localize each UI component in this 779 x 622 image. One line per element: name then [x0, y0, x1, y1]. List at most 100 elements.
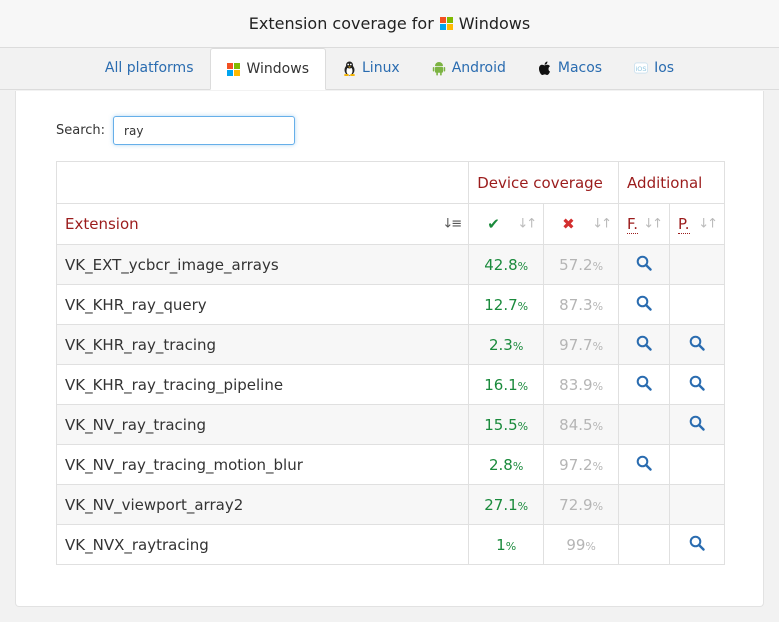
percent-sign: %: [585, 539, 596, 553]
supported-value: 2.3: [489, 335, 513, 354]
svg-text:iOS: iOS: [636, 65, 647, 73]
tab-macos[interactable]: Macos: [522, 47, 618, 89]
features-cell: [618, 484, 671, 525]
extension-name[interactable]: VK_NV_viewport_array2: [55, 484, 470, 525]
percent-sign: %: [592, 259, 604, 273]
extension-name[interactable]: VK_NV_ray_tracing: [55, 404, 470, 445]
extension-name[interactable]: VK_KHR_ray_tracing: [55, 324, 470, 365]
column-supported[interactable]: ✔ ↓↑: [468, 203, 545, 245]
tab-label: Ios: [654, 60, 675, 76]
column-properties-label: P.: [678, 215, 690, 234]
sort-icon: ↓↑: [592, 216, 612, 232]
column-features[interactable]: F. ↓↑: [618, 203, 671, 245]
properties-cell: [669, 404, 725, 445]
search-icon[interactable]: [689, 535, 705, 555]
extension-name[interactable]: VK_NV_ray_tracing_motion_blur: [55, 444, 470, 485]
linux-icon: [342, 61, 356, 76]
sort-icon: ↓↑: [643, 216, 663, 232]
extension-name[interactable]: VK_KHR_ray_tracing_pipeline: [55, 364, 470, 405]
percent-sign: %: [592, 379, 604, 393]
unsupported-percent: 57.2%: [543, 244, 620, 285]
supported-value: 15.5: [484, 415, 518, 434]
android-icon: [432, 61, 446, 75]
search-icon[interactable]: [689, 335, 705, 355]
extension-name[interactable]: VK_EXT_ycbcr_image_arrays: [55, 244, 470, 285]
properties-cell: [669, 364, 725, 405]
unsupported-value: 57.2: [559, 255, 593, 274]
extension-name[interactable]: VK_KHR_ray_query: [55, 284, 470, 325]
unsupported-percent: 72.9%: [543, 484, 620, 525]
supported-value: 42.8: [484, 255, 518, 274]
column-properties[interactable]: P. ↓↑: [669, 203, 725, 245]
unsupported-value: 87.3: [559, 295, 593, 314]
tab-linux[interactable]: Linux: [326, 47, 416, 89]
tab-windows[interactable]: Windows: [209, 48, 326, 90]
search-icon[interactable]: [636, 295, 652, 315]
unsupported-percent: 84.5%: [543, 404, 620, 445]
search-icon[interactable]: [689, 375, 705, 395]
cross-icon: ✖: [562, 215, 575, 233]
unsupported-value: 72.9: [559, 495, 593, 514]
apple-icon: [538, 61, 552, 75]
percent-sign: %: [512, 459, 524, 473]
supported-percent: 16.1%: [468, 364, 545, 405]
percent-sign: %: [512, 339, 524, 353]
search-icon[interactable]: [636, 335, 652, 355]
header-column-row: Extension ↓≡ ✔ ↓↑ ✖ ↓↑ F. ↓↑ P. ↓↑: [55, 203, 725, 245]
supported-percent: 27.1%: [468, 484, 545, 525]
search-row: Search:: [56, 116, 296, 145]
supported-percent: 2.3%: [468, 324, 545, 365]
features-cell: [618, 244, 671, 285]
column-extension[interactable]: Extension ↓≡: [55, 203, 470, 245]
properties-cell: [669, 244, 725, 285]
supported-value: 2.8: [489, 455, 513, 474]
table-row: VK_EXT_ycbcr_image_arrays 42.8% 57.2%: [55, 244, 725, 285]
features-cell: [618, 324, 671, 365]
unsupported-value: 83.9: [559, 375, 593, 394]
features-cell: [618, 364, 671, 405]
table-row: VK_KHR_ray_query 12.7% 87.3%: [55, 284, 725, 325]
supported-value: 12.7: [484, 295, 518, 314]
supported-percent: 2.8%: [468, 444, 545, 485]
properties-cell: [669, 284, 725, 325]
unsupported-value: 97.7: [559, 335, 593, 354]
search-input[interactable]: [113, 116, 296, 145]
windows-icon: [439, 17, 453, 30]
header-empty-cell: [55, 161, 470, 204]
unsupported-percent: 83.9%: [543, 364, 620, 405]
tab-label: Windows: [246, 61, 310, 77]
unsupported-value: 84.5: [559, 415, 593, 434]
percent-sign: %: [592, 299, 604, 313]
tab-label: Macos: [557, 60, 603, 76]
tab-ios[interactable]: iOS Ios: [618, 47, 690, 89]
header-additional: Additional: [618, 161, 725, 204]
features-cell: [618, 284, 671, 325]
search-icon[interactable]: [636, 255, 652, 275]
properties-cell: [669, 324, 725, 365]
header-group-row: Device coverage Additional: [55, 161, 725, 204]
unsupported-percent: 97.7%: [543, 324, 620, 365]
percent-sign: %: [517, 259, 529, 273]
unsupported-percent: 97.2%: [543, 444, 620, 485]
column-unsupported[interactable]: ✖ ↓↑: [543, 203, 620, 245]
column-features-label: F.: [627, 215, 639, 234]
tab-label: All platforms: [104, 60, 194, 76]
tab-label: Linux: [362, 60, 400, 76]
table-row: VK_KHR_ray_tracing 2.3% 97.7%: [55, 324, 725, 365]
tab-android[interactable]: Android: [416, 47, 522, 89]
supported-percent: 12.7%: [468, 284, 545, 325]
search-icon[interactable]: [636, 455, 652, 475]
supported-percent: 15.5%: [468, 404, 545, 445]
extension-name[interactable]: VK_NVX_raytracing: [55, 524, 470, 565]
sort-icon: ↓↑: [517, 216, 537, 232]
column-extension-label: Extension: [65, 215, 139, 233]
search-icon[interactable]: [636, 375, 652, 395]
extension-table: Device coverage Additional Extension ↓≡ …: [55, 161, 725, 565]
features-cell: [618, 524, 671, 565]
tab-all-platforms[interactable]: All platforms: [89, 47, 210, 89]
percent-sign: %: [592, 419, 604, 433]
windows-icon: [227, 62, 241, 76]
properties-cell: [669, 524, 725, 565]
search-icon[interactable]: [689, 415, 705, 435]
supported-value: 1: [496, 535, 506, 554]
